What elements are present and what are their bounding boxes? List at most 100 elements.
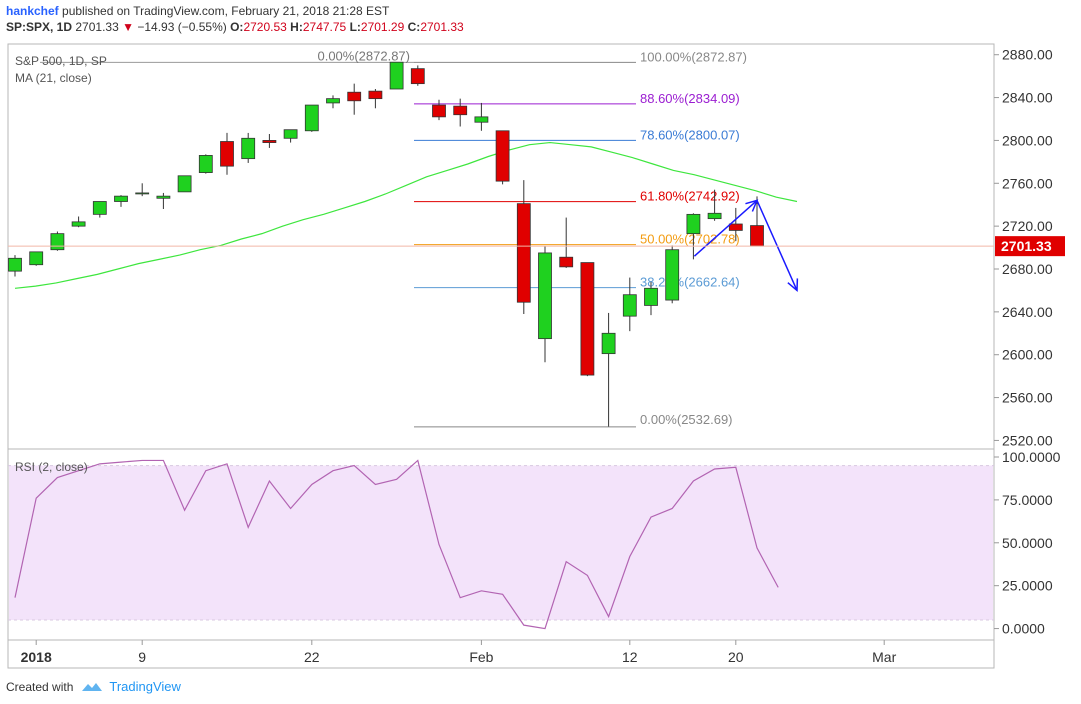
fib-label: 0.00%(2532.69) [640, 412, 733, 427]
symbol-line: SP:SPX, 1D [6, 20, 73, 34]
candle-down [559, 256, 574, 268]
low-value: 2701.29 [360, 20, 405, 34]
last-price-tag [995, 236, 1065, 257]
rsi-tick-label: 0.0000 [1002, 621, 1045, 637]
open-label: O: [230, 20, 244, 34]
candle-up [241, 137, 256, 160]
fib-label: 61.80%(2742.92) [640, 189, 740, 204]
price-tick-label: 2600.00 [1002, 347, 1053, 363]
time-tick-label: 20 [728, 649, 744, 665]
author-name[interactable]: hankchef [6, 4, 59, 18]
price-tick-label: 2800.00 [1002, 132, 1053, 148]
ma-line [14, 141, 798, 289]
price-tick-label: 2640.00 [1002, 304, 1053, 320]
fib-label: 100.00%(2872.87) [640, 49, 747, 64]
published-text: published on TradingView.com, February 2… [62, 4, 390, 18]
fib-label: 50.00%(2702.78) [640, 232, 740, 247]
time-tick-label: 12 [622, 649, 638, 665]
candle-up [665, 249, 680, 301]
candle-up [29, 251, 44, 266]
time-tick-label: Mar [872, 649, 896, 665]
last-price: 2701.33 [75, 20, 119, 34]
time-tick-label: Feb [469, 649, 493, 665]
fibonacci-retracement[interactable]: 0.00%(2872.87) 100.00%(2872.87) 88.60%(283… [40, 48, 747, 428]
rsi-panel [8, 459, 994, 630]
candle-up [622, 294, 637, 317]
candle-up [8, 257, 22, 272]
tradingview-brand-link[interactable]: TradingView [109, 679, 181, 694]
high-label: H: [290, 20, 303, 34]
last-price-tag-label: 2701.33 [1001, 238, 1052, 254]
fib-label: 78.60%(2800.07) [640, 127, 740, 142]
projection-arrows[interactable] [693, 199, 799, 293]
candle-down [453, 105, 468, 116]
price-change: −14.93 (−0.55%) [137, 20, 227, 34]
time-tick-label: 2018 [21, 649, 52, 665]
fib-label: 38.20%(2662.64) [640, 275, 740, 290]
open-value: 2720.53 [243, 20, 287, 34]
price-tick-label: 2560.00 [1002, 390, 1053, 406]
candle-up [601, 332, 616, 355]
candle-down [580, 262, 595, 376]
rsi-tick-label: 25.0000 [1002, 578, 1053, 594]
chart-frame [7, 43, 995, 669]
candle-up [707, 212, 722, 220]
plot-border [7, 43, 995, 669]
candle-down [750, 225, 764, 247]
candle-up [114, 195, 128, 202]
ma-legend-label: MA (21, close) [15, 71, 92, 85]
candle-down [220, 141, 234, 167]
quote-line: SP:SPX, 1D 2701.33 ▼ −14.93 (−0.55%) O:2… [6, 19, 464, 35]
rsi-band [9, 465, 993, 620]
created-with-text: Created with [6, 679, 74, 694]
price-tick-label: 2840.00 [1002, 90, 1053, 106]
moving-average [14, 141, 798, 289]
candle-up [389, 61, 404, 90]
candle-up [326, 98, 340, 104]
footer: Created with TradingView [6, 679, 181, 694]
rsi-tick-label: 100.0000 [1002, 449, 1061, 465]
candle-down [410, 68, 425, 85]
candle-up [474, 116, 489, 123]
fib-label: 88.60%(2834.09) [640, 91, 740, 106]
fib-label-top-left: 0.00%(2872.87) [317, 48, 410, 63]
candle-up [644, 287, 658, 306]
candle-down [262, 140, 277, 143]
candle-down [516, 203, 531, 303]
candle-down [728, 223, 743, 231]
rsi-line [14, 459, 779, 630]
price-tick-label: 2720.00 [1002, 218, 1053, 234]
candlestick-series [8, 61, 764, 427]
candle-up [135, 192, 150, 195]
tradingview-logo-icon [82, 682, 103, 691]
close-value: 2701.33 [420, 20, 464, 34]
rsi-tick-label: 75.0000 [1002, 492, 1053, 508]
candle-up [71, 221, 86, 227]
chart-header: hankchef published on TradingView.com, F… [6, 3, 464, 35]
candle-up [283, 129, 298, 139]
candle-up [50, 233, 65, 251]
candle-up [92, 201, 107, 215]
candle-up [304, 104, 319, 132]
projection-arrow-line [693, 199, 758, 257]
publish-line: hankchef published on TradingView.com, F… [6, 3, 464, 19]
candle-up [177, 175, 192, 193]
rsi-tick-label: 50.0000 [1002, 535, 1053, 551]
time-tick-label: 9 [138, 649, 146, 665]
candle-down [347, 91, 362, 102]
price-tick-label: 2680.00 [1002, 261, 1053, 277]
close-label: C: [407, 20, 421, 34]
high-value: 2747.75 [302, 20, 347, 34]
projection-arrow-head [787, 278, 799, 293]
rsi-legend-label: RSI (2, close) [15, 460, 88, 474]
price-tick-label: 2520.00 [1002, 432, 1053, 448]
price-tick-label: 2760.00 [1002, 175, 1053, 191]
main-panel-title: S&P 500, 1D, SP [15, 54, 107, 68]
down-arrow-icon: ▼ [122, 20, 134, 34]
time-axis[interactable]: 2018 9 22 Feb 12 20 Mar [21, 640, 897, 665]
candle-down [495, 130, 510, 182]
price-axis[interactable]: 2880.00 2840.00 2800.00 2760.00 2720.00 2680.… [8, 47, 1065, 637]
low-label: L: [349, 20, 361, 34]
price-tick-label: 2880.00 [1002, 47, 1053, 63]
